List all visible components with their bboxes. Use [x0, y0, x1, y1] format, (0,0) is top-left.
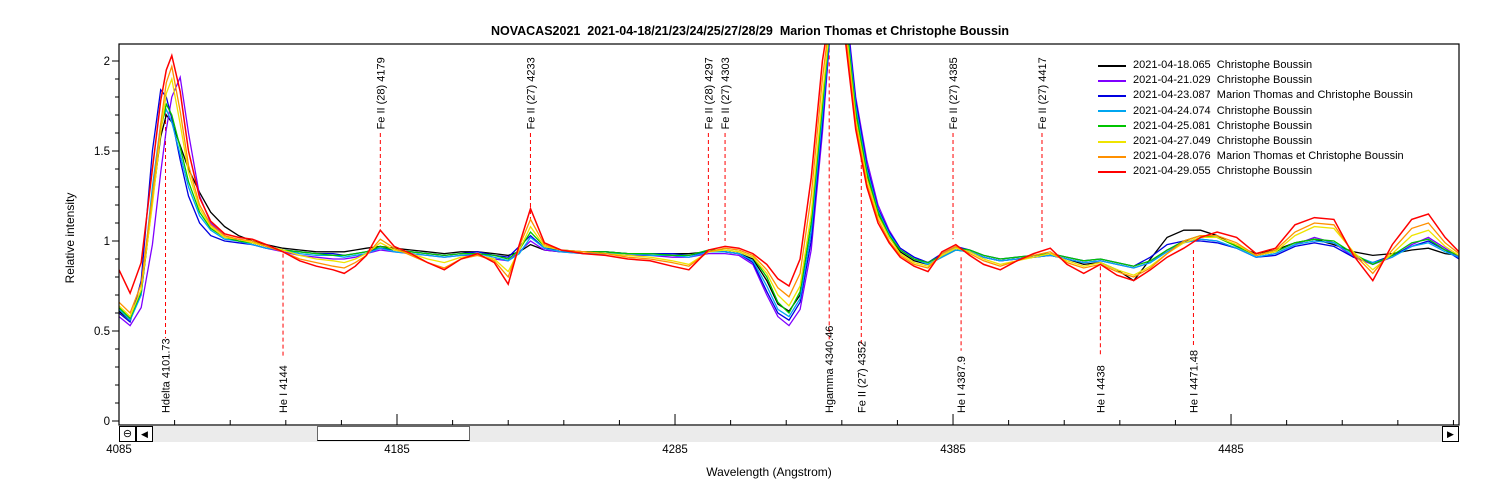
- spectral-line-label: Fe II (28) 4297: [703, 57, 715, 129]
- spectrum-line: [119, 44, 1459, 296]
- scrollbar-thumb[interactable]: [317, 426, 470, 441]
- legend-color-line: [1098, 125, 1126, 128]
- legend-item: 2021-04-18.065 Christophe Boussin: [1098, 58, 1413, 73]
- legend-item: 2021-04-25.081 Christophe Boussin: [1098, 119, 1413, 134]
- legend-item: 2021-04-28.076 Marion Thomas et Christop…: [1098, 149, 1413, 164]
- spectral-line-label: Fe II (27) 4233: [525, 57, 537, 129]
- spectral-line-label: Fe II (28) 4179: [375, 57, 387, 129]
- x-tick-label: 4285: [662, 444, 688, 456]
- spectral-line-label: Fe II (27) 4417: [1037, 57, 1049, 129]
- legend-label: 2021-04-27.049 Christophe Boussin: [1133, 135, 1313, 148]
- legend-color-line: [1098, 94, 1126, 97]
- legend-item: 2021-04-21.029 Christophe Boussin: [1098, 73, 1413, 88]
- y-tick-label: 0: [104, 416, 110, 428]
- scroll-left-button[interactable]: ◀: [136, 426, 153, 442]
- legend-color-line: [1098, 110, 1126, 113]
- spectral-line-label: Hdelta 4101.73: [161, 338, 173, 413]
- legend-label: 2021-04-21.029 Christophe Boussin: [1133, 74, 1313, 87]
- legend-color-line: [1098, 79, 1126, 82]
- legend-label: 2021-04-23.087 Marion Thomas and Christo…: [1133, 89, 1413, 102]
- zoom-out-icon: ⊖: [122, 427, 133, 440]
- scrollbar-track[interactable]: ⊖ ◀ ▶: [119, 426, 1459, 442]
- spectrum-line: [119, 44, 1459, 318]
- plot-border: [118, 43, 1460, 426]
- legend-label: 2021-04-28.076 Marion Thomas et Christop…: [1133, 150, 1404, 163]
- spectral-line-label: He I 4471.48: [1188, 350, 1200, 413]
- legend-label: 2021-04-24.074 Christophe Boussin: [1133, 104, 1313, 117]
- legend-color-line: [1098, 64, 1126, 67]
- legend-item: 2021-04-23.087 Marion Thomas and Christo…: [1098, 88, 1413, 103]
- legend-label: 2021-04-18.065 Christophe Boussin: [1133, 59, 1313, 72]
- spectral-line-label: He I 4144: [278, 365, 290, 413]
- spectral-line-label: Hgamma 4340.46: [824, 326, 836, 413]
- legend-item: 2021-04-27.049 Christophe Boussin: [1098, 134, 1413, 149]
- spectral-line-label: Fe II (27) 4352: [856, 341, 868, 413]
- spectra-group: [119, 44, 1459, 327]
- spectral-line-label: He I 4438: [1095, 365, 1107, 413]
- legend: 2021-04-18.065 Christophe Boussin 2021-04…: [1098, 58, 1413, 180]
- x-tick-label: 4085: [106, 444, 132, 456]
- chart-title: NOVACAS2021 2021-04-18/21/23/24/25/27/28…: [490, 24, 1010, 38]
- spectral-line-label: Fe II (27) 4385: [948, 57, 960, 129]
- y-tick-label: 0.5: [94, 326, 110, 338]
- x-tick-label: 4385: [940, 444, 966, 456]
- legend-label: 2021-04-29.055 Christophe Boussin: [1133, 165, 1313, 178]
- legend-color-line: [1098, 170, 1126, 173]
- legend-label: 2021-04-25.081 Christophe Boussin: [1133, 119, 1313, 132]
- spectral-line-label: He I 4387.9: [956, 356, 968, 413]
- arrow-right-icon: ▶: [1447, 428, 1454, 439]
- scroll-right-button[interactable]: ▶: [1442, 426, 1459, 442]
- zoom-out-button[interactable]: ⊖: [119, 426, 136, 442]
- arrow-left-icon: ◀: [141, 428, 148, 439]
- y-tick-label: 1: [104, 236, 110, 248]
- y-tick-label: 2: [104, 56, 110, 68]
- legend-color-line: [1098, 155, 1126, 158]
- spectrum-line: [119, 44, 1459, 322]
- legend-color-line: [1098, 140, 1126, 143]
- y-tick-label: 1.5: [94, 146, 110, 158]
- legend-item: 2021-04-29.055 Christophe Boussin: [1098, 164, 1413, 179]
- legend-item: 2021-04-24.074 Christophe Boussin: [1098, 104, 1413, 119]
- x-axis-title: Wavelength (Angstrom): [706, 465, 832, 479]
- spectral-line-label: Fe II (27) 4303: [720, 57, 732, 129]
- x-tick-label: 4185: [384, 444, 410, 456]
- x-tick-label: 4485: [1218, 444, 1244, 456]
